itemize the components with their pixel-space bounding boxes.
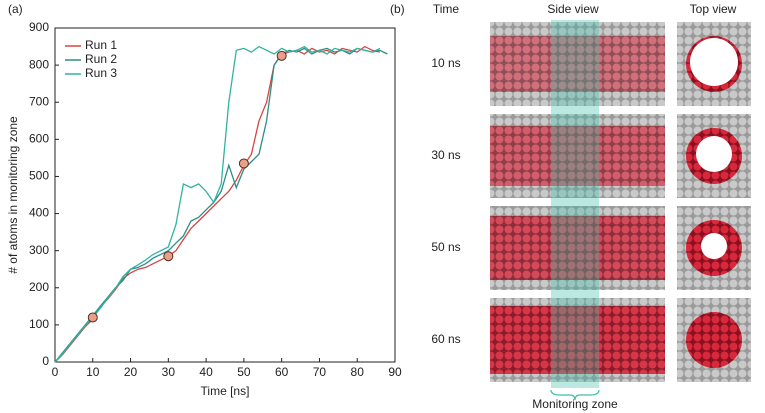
line-series (54, 45, 381, 363)
x-tick-label: 30 (162, 365, 176, 379)
y-tick-label: 200 (29, 280, 49, 294)
x-tick-label: 50 (237, 365, 251, 379)
row-label: 50 ns (431, 240, 460, 254)
column-header: Top view (690, 2, 737, 16)
y-axis-label: # of atoms in monitoring zone (6, 116, 20, 274)
x-tick-label: 10 (86, 365, 100, 379)
y-tick-label: 800 (29, 57, 49, 71)
highlight-point (87, 312, 98, 323)
side-view-film (490, 216, 665, 280)
column-header: Time (433, 2, 460, 16)
panel-label: (b) (390, 2, 405, 16)
x-tick-label: 40 (199, 365, 213, 379)
x-tick-label: 60 (275, 365, 289, 379)
highlight-point (238, 158, 249, 169)
y-tick-label: 900 (29, 20, 49, 34)
zone-label: Monitoring zone (532, 397, 618, 411)
plot-frame (54, 27, 396, 363)
x-tick-label: 0 (52, 365, 59, 379)
y-tick-label: 300 (29, 243, 49, 257)
highlight-point (276, 50, 287, 61)
x-tick-label: 90 (388, 365, 402, 379)
top-view-hole (690, 38, 738, 86)
column-header: Side view (547, 2, 599, 16)
x-axis-label: Time [ns] (201, 384, 250, 398)
legend-label: Run 2 (85, 52, 117, 66)
row-label: 60 ns (431, 332, 460, 346)
y-tick-label: 600 (29, 132, 49, 146)
x-tick-label: 70 (313, 365, 327, 379)
zone-brace (550, 389, 600, 401)
y-tick-label: 700 (29, 94, 49, 108)
top-view-film (686, 312, 742, 368)
x-tick-label: 80 (351, 365, 365, 379)
snapshots (490, 22, 751, 382)
line-series (54, 45, 381, 363)
y-tick-label: 400 (29, 206, 49, 220)
top-view-hole (701, 233, 727, 259)
line-series (54, 47, 388, 363)
top-view-hole (696, 136, 732, 172)
row-label: 10 ns (431, 56, 460, 70)
y-tick-label: 0 (42, 354, 49, 368)
side-view-film (490, 126, 665, 186)
legend-label: Run 1 (85, 38, 117, 52)
side-view-film (490, 306, 665, 374)
x-tick-label: 20 (124, 365, 138, 379)
highlight-point (163, 251, 174, 262)
panel-label: (a) (8, 2, 23, 16)
row-label: 30 ns (431, 148, 460, 162)
monitoring-zone (551, 20, 599, 388)
legend-label: Run 3 (85, 66, 117, 80)
side-view-film (490, 36, 665, 92)
y-tick-label: 100 (29, 317, 49, 331)
y-tick-label: 500 (29, 169, 49, 183)
